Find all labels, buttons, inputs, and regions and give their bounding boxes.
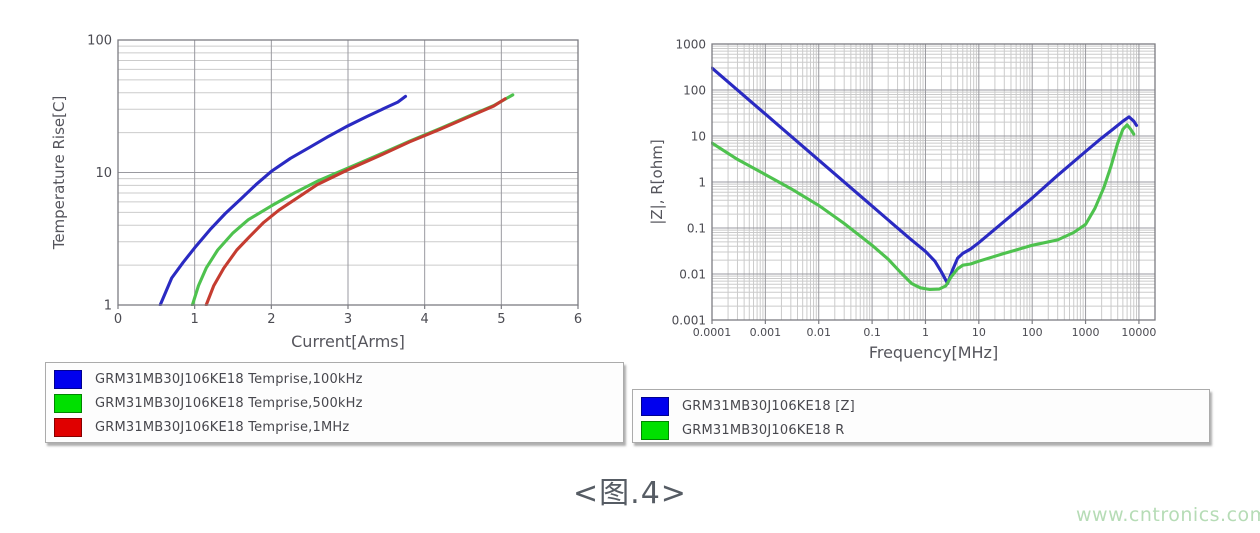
legend-swatch-blue: [641, 397, 669, 416]
svg-text:100: 100: [1022, 326, 1043, 339]
svg-text:1: 1: [191, 312, 199, 327]
legend-label: GRM31MB30J106KE18 [Z]: [682, 399, 855, 414]
legend-swatch-green: [54, 394, 82, 413]
svg-text:3: 3: [344, 312, 352, 327]
legend-label: GRM31MB30J106KE18 Temprise,1MHz: [95, 420, 350, 435]
svg-text:1000: 1000: [675, 38, 706, 52]
legend-swatch-blue: [54, 370, 82, 389]
svg-text:100: 100: [87, 34, 112, 49]
svg-text:100: 100: [683, 84, 706, 98]
legend-label: GRM31MB30J106KE18 Temprise,500kHz: [95, 396, 363, 411]
svg-text:10: 10: [95, 166, 112, 181]
legend-label: GRM31MB30J106KE18 R: [682, 423, 845, 438]
svg-text:0.0001: 0.0001: [693, 326, 732, 339]
svg-text:0.1: 0.1: [863, 326, 881, 339]
svg-text:1: 1: [922, 326, 929, 339]
svg-text:|Z|, R[ohm]: |Z|, R[ohm]: [648, 139, 666, 224]
legend-item-500khz: GRM31MB30J106KE18 Temprise,500kHz: [54, 392, 623, 415]
svg-text:1000: 1000: [1072, 326, 1100, 339]
svg-text:Frequency[MHz]: Frequency[MHz]: [869, 343, 998, 362]
svg-text:5: 5: [497, 312, 505, 327]
temperature-chart-legend: GRM31MB30J106KE18 Temprise,100kHz GRM31M…: [45, 362, 624, 443]
legend-item-r: GRM31MB30J106KE18 R: [641, 419, 1209, 442]
svg-text:10: 10: [972, 326, 986, 339]
svg-text:6: 6: [574, 312, 582, 327]
svg-text:0.1: 0.1: [687, 222, 706, 236]
svg-text:0.001: 0.001: [750, 326, 782, 339]
svg-text:1: 1: [104, 299, 112, 314]
svg-text:10: 10: [691, 130, 706, 144]
svg-text:Current[Arms]: Current[Arms]: [291, 332, 405, 351]
legend-item-100khz: GRM31MB30J106KE18 Temprise,100kHz: [54, 368, 623, 391]
svg-text:2: 2: [267, 312, 275, 327]
impedance-chart-legend: GRM31MB30J106KE18 [Z] GRM31MB30J106KE18 …: [632, 389, 1210, 443]
svg-text:10000: 10000: [1121, 326, 1156, 339]
svg-text:0.01: 0.01: [679, 268, 706, 282]
svg-text:0: 0: [114, 312, 122, 327]
svg-text:0.01: 0.01: [806, 326, 831, 339]
svg-text:Temperature Rise[C]: Temperature Rise[C]: [50, 96, 68, 251]
legend-item-1mhz: GRM31MB30J106KE18 Temprise,1MHz: [54, 416, 623, 439]
svg-text:0.001: 0.001: [672, 314, 706, 328]
legend-swatch-green: [641, 421, 669, 440]
legend-swatch-red: [54, 418, 82, 437]
legend-label: GRM31MB30J106KE18 Temprise,100kHz: [95, 372, 363, 387]
impedance-esr-chart: 0.0001 0.001 0.01 0.1 1 10 100 1000 100000.0010.…: [648, 38, 1156, 363]
figure-caption: <图.4>: [573, 476, 687, 511]
site-watermark: www.cntronics.com: [1076, 504, 1260, 526]
legend-item-z: GRM31MB30J106KE18 [Z]: [641, 395, 1209, 418]
svg-text:1: 1: [698, 176, 706, 190]
svg-text:4: 4: [421, 312, 429, 327]
